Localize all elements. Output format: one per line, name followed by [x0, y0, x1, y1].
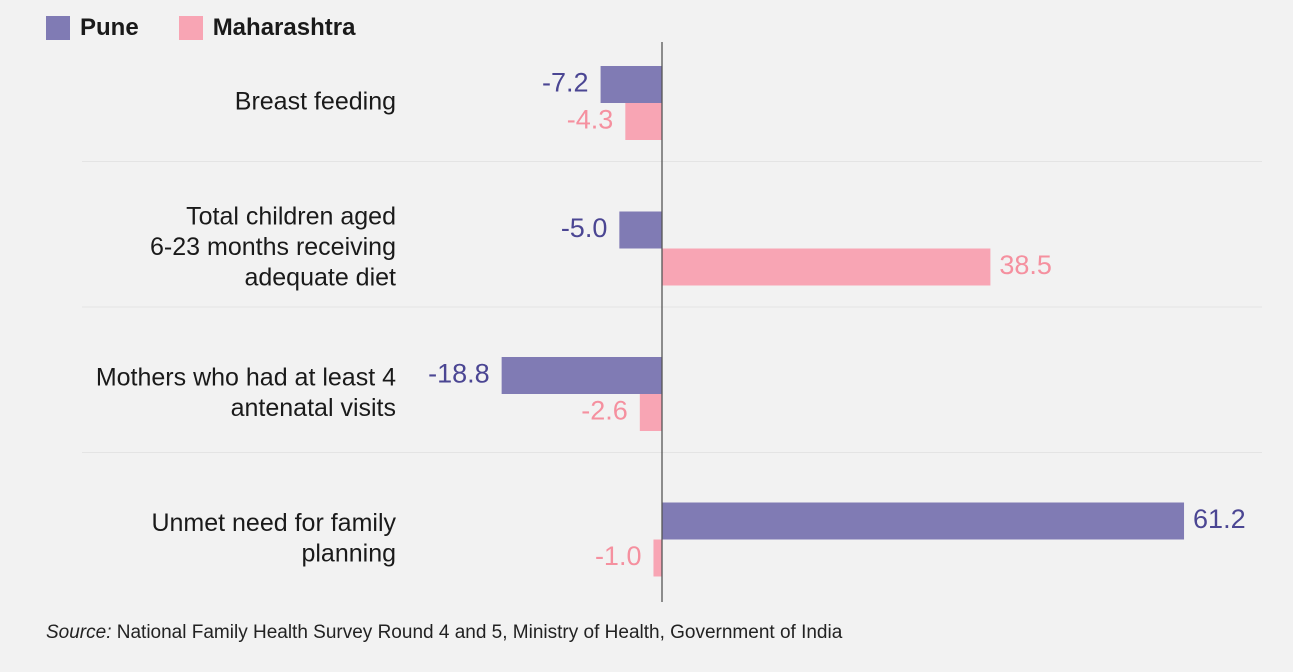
category-label: antenatal visits — [231, 394, 396, 422]
legend-label-pune: Pune — [80, 14, 139, 41]
category-label: adequate diet — [244, 264, 396, 292]
bar-pune — [662, 502, 1185, 540]
bar-maharashtra — [639, 394, 662, 431]
bar-pune — [501, 357, 662, 394]
value-label-maharashtra: -2.6 — [581, 396, 628, 426]
category-label: planning — [301, 539, 396, 567]
bar-maharashtra — [653, 539, 662, 577]
source-note: Source: National Family Health Survey Ro… — [46, 622, 842, 644]
bar-maharashtra — [662, 248, 991, 286]
legend-item-maharashtra: Maharashtra — [178, 14, 356, 42]
category-label: 6-23 months receiving — [150, 233, 396, 261]
bar-maharashtra — [625, 103, 662, 140]
category-label: Mothers who had at least 4 — [96, 363, 396, 391]
legend-swatch-pune — [46, 16, 70, 40]
category-label: Unmet need for family — [151, 509, 396, 537]
bar-pune — [600, 66, 662, 103]
value-label-maharashtra: 38.5 — [999, 250, 1052, 280]
source-text: National Family Health Survey Round 4 an… — [111, 622, 843, 643]
legend: Pune Maharashtra — [46, 14, 395, 42]
value-label-pune: -5.0 — [561, 213, 608, 243]
value-label-pune: 61.2 — [1193, 504, 1246, 534]
legend-label-maharashtra: Maharashtra — [212, 14, 356, 41]
value-label-maharashtra: -1.0 — [595, 541, 642, 571]
value-label-pune: -18.8 — [428, 359, 490, 389]
value-label-pune: -7.2 — [542, 68, 589, 98]
value-label-maharashtra: -4.3 — [567, 105, 614, 135]
bar-pune — [619, 211, 662, 249]
legend-item-pune: Pune — [46, 14, 139, 42]
legend-swatch-maharashtra — [178, 16, 203, 40]
category-label: Total children aged — [186, 203, 396, 231]
category-label: Breast feeding — [235, 88, 396, 116]
source-prefix: Source: — [46, 622, 112, 643]
